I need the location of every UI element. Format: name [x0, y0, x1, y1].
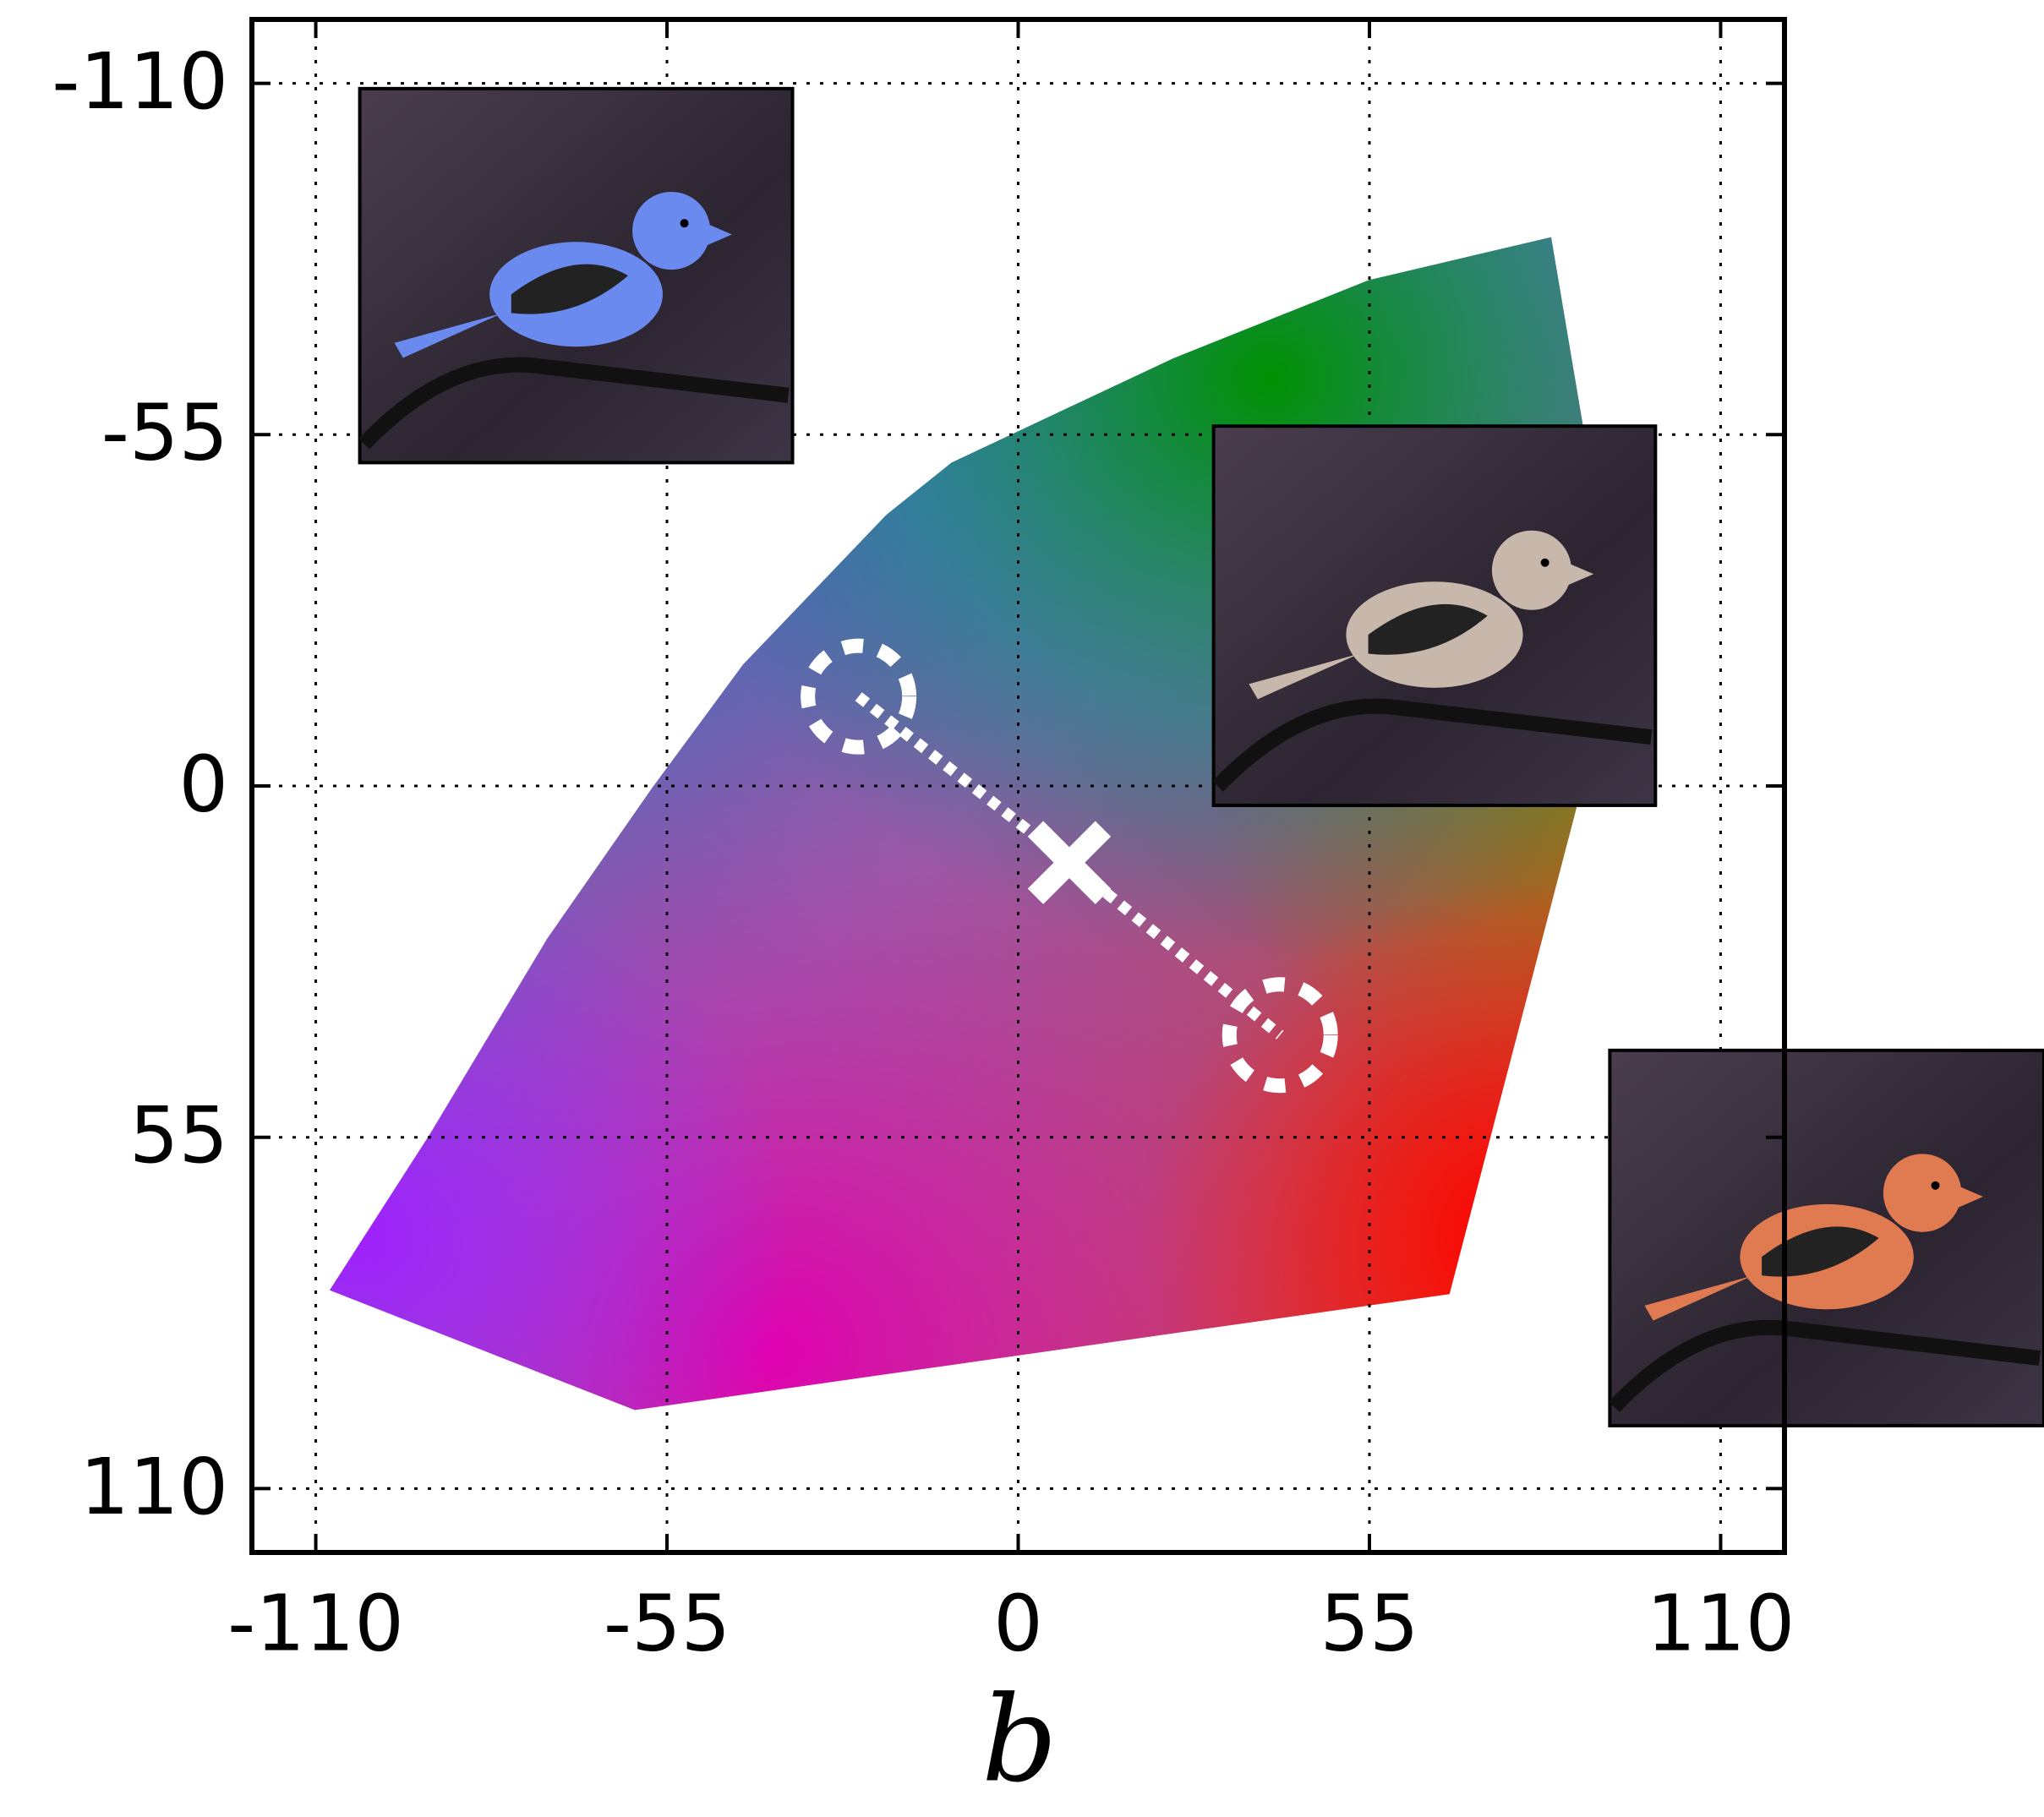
x-tick-label: 110 — [1647, 1578, 1795, 1668]
x-axis-label: b — [981, 1672, 1058, 1809]
bird-eye — [1541, 559, 1549, 567]
y-tick-label: 0 — [178, 739, 228, 829]
x-tick-label: 55 — [1320, 1578, 1418, 1668]
x-tick-label: -110 — [227, 1578, 404, 1668]
page: {"chart_data": {"type": "scatter", "xlab… — [0, 0, 2044, 1817]
chart: -110 -55 0 55 110 -110 -55 0 55 110 b — [0, 0, 2044, 1817]
y-tick-label: -110 — [52, 36, 228, 127]
y-tick-label: 55 — [129, 1090, 228, 1181]
x-tick-label: 0 — [993, 1578, 1043, 1668]
bird-head — [1883, 1154, 1961, 1231]
y-tick-label: 110 — [79, 1442, 228, 1532]
bird-head — [632, 192, 710, 270]
x-tick-label: -55 — [604, 1578, 730, 1668]
bird-head — [1492, 531, 1571, 610]
y-tick-label: -55 — [101, 388, 228, 478]
bird-eye — [680, 219, 689, 227]
bird-eye — [1931, 1181, 1939, 1190]
